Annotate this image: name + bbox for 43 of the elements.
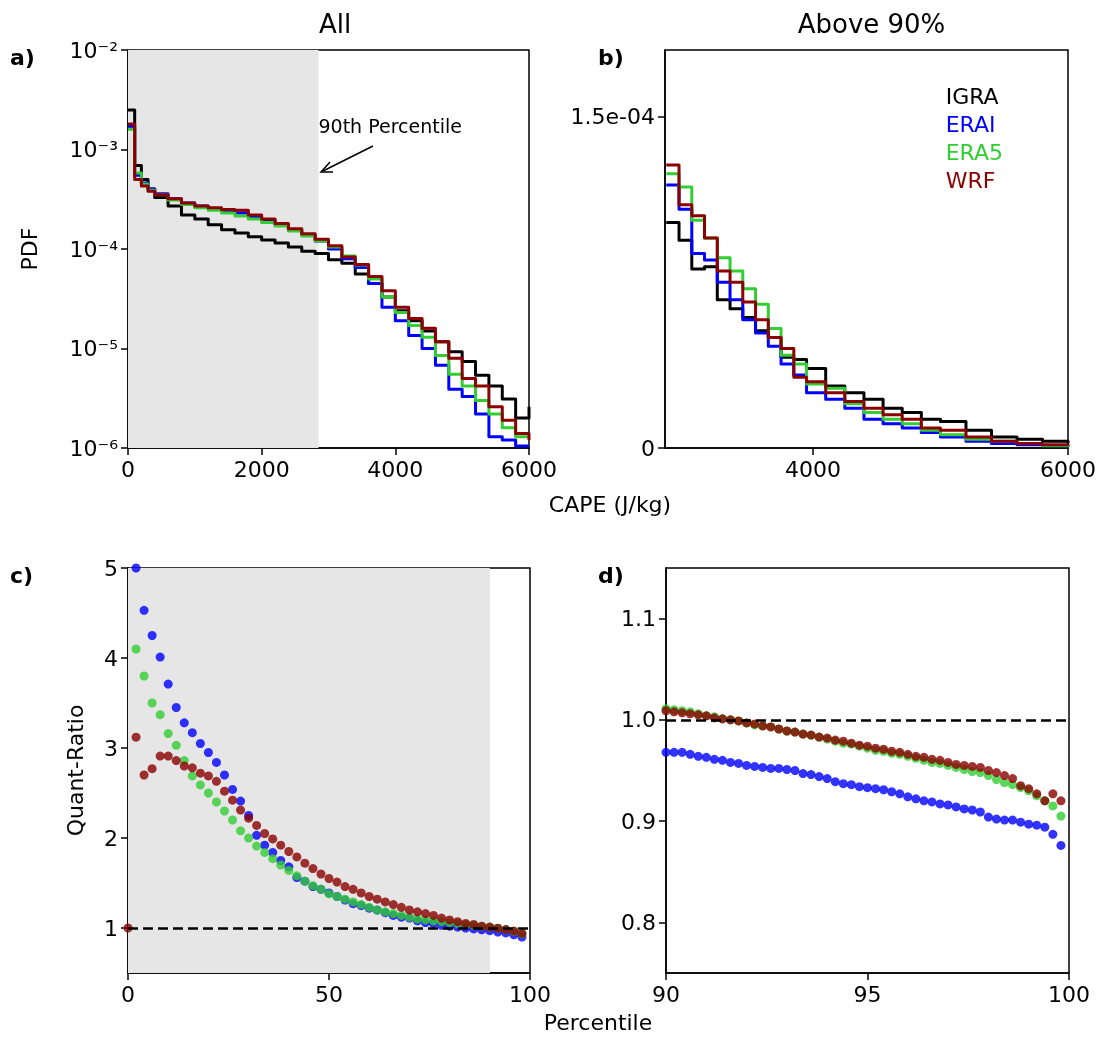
y-tick-label: 5 [104,555,118,581]
y-tick-label: 0.9 [621,808,656,834]
x-tick-label: 0 [121,456,135,482]
text: a) [10,44,35,70]
y-tick-label: 10⁻² [69,37,118,63]
y-tick-label: 3 [104,735,118,761]
text: WRF [945,167,996,193]
y-tick-label: 1 [104,915,118,941]
y-tick-label: 1.5e-04 [570,103,655,129]
x-tick-label: 50 [315,981,343,1007]
x-tick-label: 90 [652,981,680,1007]
annotation: 90th Percentile [318,114,462,137]
chart-title: Above 90% [797,9,946,39]
x-tick-label: 4000 [367,456,424,482]
y-tick-label: 10⁻⁵ [69,336,118,361]
text: b) [598,44,624,70]
x-tick-label: 0 [121,981,135,1007]
x-tick-label: 100 [1048,981,1090,1007]
x-tick-label: 95 [853,981,882,1007]
y-tick-label: 1.0 [621,707,656,733]
y-tick-label: 10⁻⁴ [69,236,119,262]
text: IGRA [945,83,999,109]
y-tick-label: 0 [641,435,655,461]
x-axis-title: Percentile [543,1010,653,1035]
y-tick-label: 0.8 [621,909,656,935]
x-axis-title: CAPE (J/kg) [548,492,672,517]
text: ERAI [945,111,996,137]
text: ERA5 [945,139,1003,165]
y-axis-title: Quant-Ratio [62,704,88,837]
y-tick-label: 10⁻⁶ [69,435,119,461]
y-axis-title: PDF [16,227,42,271]
y-tick-label: 2 [104,825,118,851]
text: c) [10,562,34,588]
y-tick-label: 10⁻³ [69,137,118,162]
x-tick-label: 2000 [233,456,290,482]
text: d) [598,562,624,588]
y-tick-label: 1.1 [621,606,656,632]
x-tick-label: 100 [509,981,551,1007]
x-tick-label: 6000 [1040,456,1096,482]
x-tick-label: 4000 [784,456,841,482]
x-tick-label: 6000 [501,456,558,482]
y-tick-label: 4 [104,645,118,671]
chart-title: All [318,9,352,39]
